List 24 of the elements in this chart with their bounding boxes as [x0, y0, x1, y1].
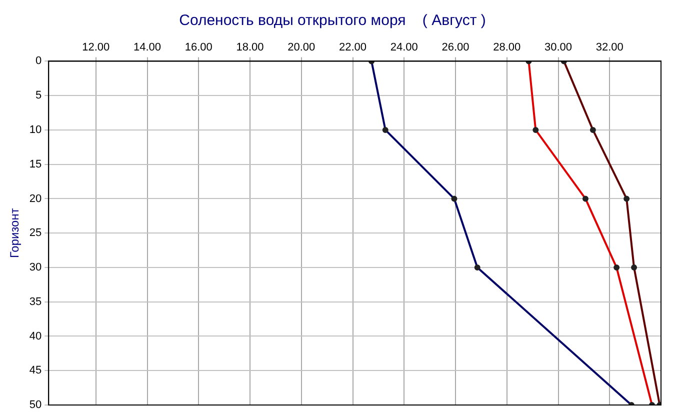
y-tick-label: 40: [29, 330, 42, 342]
x-tick-label: 16.00: [184, 42, 212, 54]
x-tick-label: 22.00: [338, 42, 367, 54]
y-tick-label: 25: [29, 227, 42, 240]
y-tick-label: 10: [29, 124, 42, 136]
x-tick-label: 32.00: [596, 42, 624, 54]
x-tick-label: 20.00: [288, 42, 316, 54]
x-tick-label: 24.00: [390, 42, 418, 54]
x-tick-label: 12.00: [82, 42, 110, 54]
x-tick-label: 26.00: [442, 42, 470, 54]
y-tick-label: 5: [36, 90, 42, 102]
y-axis-title: Горизонт: [8, 208, 22, 258]
y-tick-label: 35: [29, 296, 42, 308]
x-tick-label: 30.00: [544, 42, 572, 54]
y-tick-label: 50: [29, 399, 42, 412]
x-tick-label: 18.00: [236, 42, 264, 54]
y-tick-label: 20: [29, 192, 42, 205]
chart-title: Соленость воды открытого моря ( Август ): [179, 12, 486, 30]
y-tick-label: 45: [29, 364, 42, 377]
y-tick-label: 30: [29, 262, 42, 274]
x-tick-label: 28.00: [493, 42, 521, 54]
y-tick-label: 15: [29, 158, 42, 170]
y-tick-label: 0: [36, 55, 42, 68]
x-tick-label: 14.00: [134, 42, 162, 54]
